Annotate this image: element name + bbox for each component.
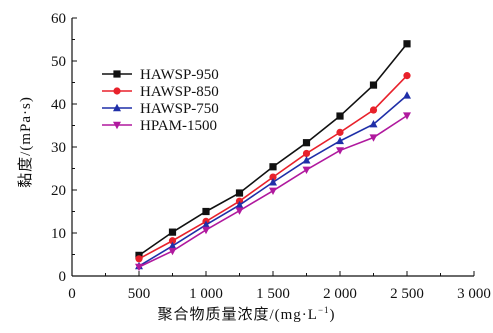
data-point [168,247,177,256]
x-tick-label: 2 000 [323,286,357,302]
data-point [403,91,411,99]
y-tick-label: 40 [51,97,66,113]
x-axis-label-end: ) [329,307,336,323]
y-tick-label: 30 [51,140,66,156]
data-point [336,112,344,120]
data-point [403,72,411,80]
series-layer [135,40,411,272]
data-point [302,149,311,158]
x-axis-label-sup: −1 [317,305,330,315]
data-point [302,139,311,147]
legend-item: HPAM-1500 [102,118,217,134]
legend-item: HAWSP-950 [102,67,219,83]
data-point [269,178,277,186]
data-point [403,40,411,48]
legend-marker [113,121,121,130]
legend-label: HPAM-1500 [140,118,217,134]
x-axis-label-text: 聚合物质量浓度/(mg·L [157,307,318,323]
legend-label: HAWSP-850 [140,84,219,100]
data-point [369,120,378,128]
legend-marker [113,70,121,78]
x-axis-label: 聚合物质量浓度/(mg·L−1) [0,303,493,324]
x-tick-label: 1 500 [256,286,290,302]
data-point [369,134,378,142]
y-tick-label: 0 [59,269,67,285]
y-tick-label: 20 [51,183,66,199]
data-point [235,189,244,197]
legend-label: HAWSP-750 [140,101,219,117]
data-point [302,166,311,174]
data-point [369,81,378,89]
data-point [168,237,177,245]
axes-frame: 0 10 20 30 40 50 60 0 500 1 000 1 500 2 000 2 500 3 0… [51,11,491,302]
data-point [269,187,277,196]
data-point [336,147,344,155]
data-point [135,263,143,272]
data-point [135,255,143,263]
x-tick-label: 3 000 [457,286,491,302]
x-tick-label: 1 000 [189,286,223,302]
data-point [269,163,277,171]
legend-marker [113,87,121,95]
data-point [269,173,277,181]
data-point [369,106,378,114]
legend-marker [113,103,121,112]
data-point [403,112,411,120]
data-point [202,226,210,235]
data-point [168,241,177,250]
x-tick-label: 500 [128,286,151,302]
y-axis-label: 黏度/(mPa·s) [17,96,34,188]
x-tick-label: 2 500 [390,286,424,302]
y-tick-label: 50 [51,54,66,70]
legend-item: HAWSP-850 [102,84,219,100]
legend-label: HAWSP-950 [140,67,219,83]
data-point [235,207,244,215]
data-point [336,136,344,145]
y-tick-label: 60 [51,11,66,27]
legend-item: HAWSP-750 [102,101,219,117]
data-point [168,228,177,236]
data-point [336,128,344,136]
y-tick-label: 10 [51,226,66,242]
data-point [302,156,311,164]
series-hpam-1500 [135,112,411,272]
data-point [235,200,244,209]
data-point [202,207,210,216]
x-tick-label: 0 [68,286,76,302]
series-hawsp-950 [135,40,411,259]
data-point [202,220,210,229]
